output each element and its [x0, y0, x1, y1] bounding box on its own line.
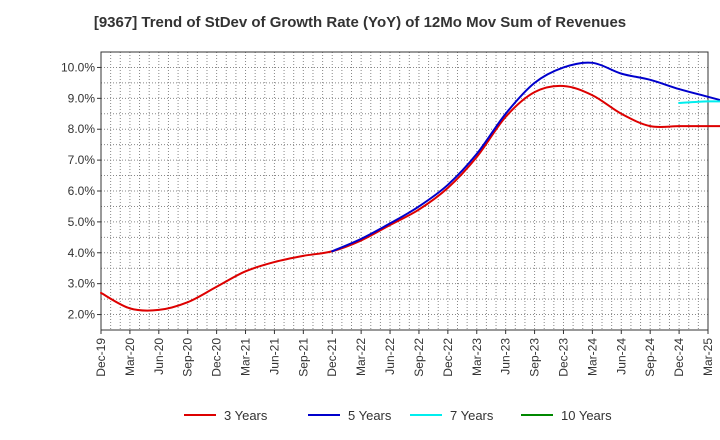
x-tick-label: Dec-20: [210, 338, 224, 377]
grid-lines: [101, 52, 708, 330]
chart-title: [9367] Trend of StDev of Growth Rate (Yo…: [93, 14, 627, 31]
series-line-3-years: [100, 84, 720, 312]
x-tick-label: Mar-21: [239, 338, 253, 376]
x-tick-label: Sep-20: [181, 338, 195, 377]
y-tick-label: 5.0%: [68, 215, 96, 229]
legend-label-10-years: 10 Years: [561, 408, 612, 423]
x-tick-label: Sep-21: [296, 338, 310, 377]
y-tick-label: 3.0%: [68, 277, 96, 291]
legend: 3 Years 5 Years 7 Years 10 Years: [184, 408, 612, 423]
x-tick-label: Dec-19: [94, 338, 108, 377]
x-tick-label: Sep-24: [643, 338, 657, 377]
y-tick-label: 4.0%: [68, 246, 96, 260]
x-tick-label: Mar-22: [354, 338, 368, 376]
legend-label-5-years: 5 Years: [348, 408, 392, 423]
y-tick-label: 10.0%: [61, 60, 95, 74]
x-tick-label: Jun-23: [499, 338, 513, 375]
x-tick-label: Dec-22: [441, 338, 455, 377]
x-tick-label: Jun-20: [152, 338, 166, 375]
x-tick-label: Mar-25: [701, 338, 715, 376]
series-lines: [100, 61, 720, 312]
x-tick-label: Mar-24: [585, 338, 599, 376]
x-tick-label: Jun-21: [267, 338, 281, 375]
x-axis: Dec-19 Mar-20 Jun-20 Sep-20 Dec-20 Mar-21 Jun-…: [94, 330, 715, 377]
x-tick-label: Sep-23: [528, 338, 542, 377]
y-axis: 2.0% 3.0% 4.0% 5.0% 6.0% 7.0% 8.0% 9.0% 10.0%: [61, 60, 101, 322]
y-tick-label: 2.0%: [68, 308, 96, 322]
y-tick-label: 9.0%: [68, 91, 96, 105]
y-tick-label: 8.0%: [68, 122, 96, 136]
x-tick-label: Mar-20: [123, 338, 137, 376]
x-tick-label: Dec-21: [325, 338, 339, 377]
legend-label-3-years: 3 Years: [224, 408, 268, 423]
x-tick-label: Jun-24: [614, 338, 628, 375]
x-tick-label: Dec-23: [556, 338, 570, 377]
series-line-5-years: [331, 61, 720, 253]
x-tick-label: Sep-22: [412, 338, 426, 377]
legend-label-7-years: 7 Years: [450, 408, 494, 423]
y-tick-label: 7.0%: [68, 153, 96, 167]
x-tick-label: Jun-22: [383, 338, 397, 375]
y-tick-label: 6.0%: [68, 184, 96, 198]
x-tick-label: Mar-23: [470, 338, 484, 376]
x-tick-label: Dec-24: [672, 338, 686, 377]
